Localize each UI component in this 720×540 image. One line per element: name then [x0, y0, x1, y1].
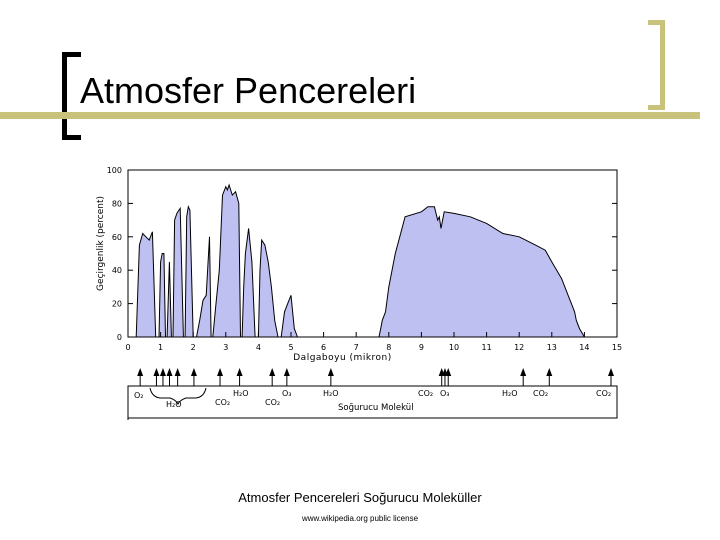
absorber-arrow-head [283, 368, 290, 376]
x-tick-label: 6 [321, 343, 326, 352]
absorber-label: CO₂ [265, 398, 280, 407]
absorber-label: CO₂ [596, 389, 611, 398]
absorber-label: H₂O [323, 389, 339, 398]
y-tick-label: 20 [112, 300, 122, 309]
slide-title: Atmosfer Pencereleri [80, 70, 417, 111]
license-note: www.wikipedia.org public license [301, 514, 419, 523]
title-bracket-right [648, 20, 665, 110]
absorber-label: O₂ [134, 391, 144, 400]
title-bracket-left [62, 52, 81, 140]
absorber-arrow-head [153, 368, 160, 376]
absorber-arrow-head [236, 368, 243, 376]
absorber-label: CO₂ [215, 398, 230, 407]
x-tick-label: 9 [419, 343, 424, 352]
absorber-label: CO₂ [533, 389, 548, 398]
absorber-arrow-head [269, 368, 276, 376]
x-tick-label: 13 [547, 343, 557, 352]
transmittance-area [135, 183, 595, 338]
x-tick-label: 15 [612, 343, 622, 352]
x-tick-label: 12 [514, 343, 524, 352]
absorber-arrow-head [137, 368, 144, 376]
x-tick-label: 10 [449, 343, 459, 352]
x-axis-label: Dalgaboyu (mikron) [293, 353, 392, 363]
absorber-arrow-head [166, 368, 173, 376]
slide-caption: Atmosfer Pencereleri Soğurucu Moleküller [238, 490, 482, 505]
absorber-arrow-head [520, 368, 527, 376]
x-tick-label: 2 [191, 343, 196, 352]
absorber-label: H₂O [166, 400, 182, 409]
absorber-arrow-head [190, 368, 197, 376]
x-tick-label: 1 [158, 343, 163, 352]
title-underline-bar [0, 112, 700, 119]
absorber-arrow-head [217, 368, 224, 376]
x-tick-label: 3 [223, 343, 228, 352]
x-tick-label: 5 [288, 343, 293, 352]
absorber-arrow-head [445, 368, 452, 376]
water-brace [149, 387, 207, 406]
absorber-label: O₃ [440, 389, 450, 398]
x-tick-label: 11 [482, 343, 492, 352]
absorber-arrow-head [159, 368, 166, 376]
y-tick-label: 60 [112, 233, 122, 242]
absorber-label: H₂O [502, 389, 518, 398]
absorber-footer: Soğurucu Molekül [338, 403, 414, 413]
y-axis-label: Geçirgenlik (percent) [96, 196, 106, 291]
absorber-arrow-head [174, 368, 181, 376]
y-tick-label: 100 [107, 166, 122, 175]
x-tick-label: 8 [386, 343, 391, 352]
absorber-arrow-head [327, 368, 334, 376]
absorber-label: CO₂ [418, 389, 433, 398]
x-tick-label: 7 [354, 343, 359, 352]
x-tick-label: 14 [579, 343, 589, 352]
absorber-label: O₃ [282, 389, 292, 398]
absorber-arrow-head [608, 368, 614, 376]
absorber-label: H₂O [233, 389, 249, 398]
x-tick-label: 4 [256, 343, 261, 352]
y-tick-label: 80 [112, 199, 122, 208]
y-tick-label: 0 [117, 333, 122, 342]
absorber-arrow-head [546, 368, 553, 376]
y-tick-label: 40 [112, 266, 122, 275]
x-tick-label: 0 [125, 343, 130, 352]
